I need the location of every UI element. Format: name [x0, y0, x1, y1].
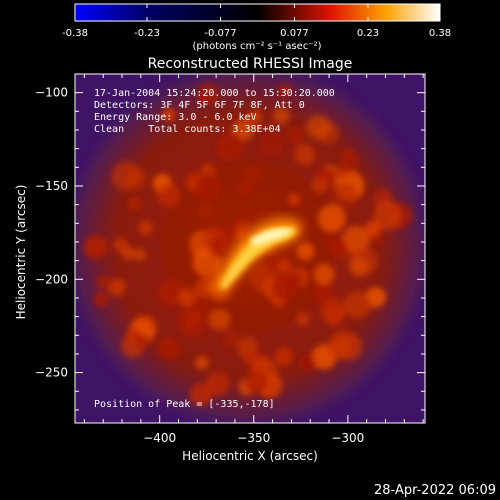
emission-blob [298, 354, 316, 372]
emission-blob [111, 161, 141, 191]
colorbar-tick-label: 0.38 [429, 28, 451, 39]
y-axis-ticks [75, 73, 425, 411]
emission-blob [222, 330, 240, 347]
emission-blob [313, 282, 333, 303]
annotation-energy-range: Energy Range: 3.0 - 6.0 keV [94, 112, 257, 123]
colorbar-units-label: (photons cm⁻² s⁻¹ asec⁻²) [192, 41, 321, 52]
flare-peak [250, 228, 292, 246]
emission-blob [296, 242, 315, 261]
emission-blob [329, 183, 358, 211]
y-axis-tick-labels: −100 −150 −200 −250 [35, 86, 68, 380]
emission-blob [96, 275, 111, 290]
emission-blob [232, 119, 254, 141]
emission-blob [275, 347, 293, 366]
emission-blob [348, 256, 369, 277]
emission-blob [177, 306, 207, 337]
x-axis-tick-labels: −400 −350 −300 [143, 431, 364, 445]
emission-blob [134, 248, 146, 261]
emission-blob [306, 114, 331, 140]
emission-blob [196, 82, 220, 106]
emission-blob [273, 107, 291, 125]
emission-blob [127, 197, 143, 212]
emission-blob [195, 356, 209, 370]
emission-blob [237, 179, 254, 197]
x-axis-label: Heliocentric X (arcsec) [182, 449, 318, 463]
emission-blob [327, 336, 351, 359]
footer-timestamp: 28-Apr-2022 06:09 [374, 483, 496, 498]
colorbar-tick-label: -0.23 [134, 28, 160, 39]
emission-blob [138, 220, 153, 235]
annotation-time-range: 17-Jan-2004 15:24:20.000 to 15:30:20.000 [94, 88, 335, 99]
chart-title: Reconstructed RHESSI Image [148, 56, 353, 72]
emission-blob [200, 163, 216, 179]
emission-blob [259, 131, 284, 157]
annotation-detectors: Detectors: 3F 4F 5F 6F 7F 8F, Att 0 [94, 100, 305, 111]
x-axis-ticks [83, 74, 424, 423]
emission-blob [157, 337, 180, 360]
emission-blob [317, 204, 346, 233]
emission-blob [209, 235, 232, 258]
x-tick-label: −300 [331, 431, 364, 445]
emission-blob [321, 298, 347, 324]
emission-blob [242, 350, 256, 364]
emission-blob [244, 370, 269, 394]
colorbar [74, 3, 441, 22]
y-tick-label: −250 [35, 366, 68, 380]
emission-blob [93, 292, 109, 308]
emission-blob [83, 235, 108, 260]
emission-blob [107, 278, 126, 297]
mottled-emission [83, 82, 413, 406]
emission-blob [178, 288, 196, 307]
emission-blob [162, 107, 177, 122]
y-axis-label: Heliocentric Y (arcsec) [14, 185, 28, 320]
emission-blob [215, 133, 244, 161]
emission-blob [278, 84, 293, 99]
emission-blob [276, 259, 292, 275]
colorbar-tick-label: 0.077 [280, 28, 309, 39]
colorbar-tick-label: 0.23 [357, 28, 379, 39]
emission-blob [233, 228, 247, 241]
emission-blob [248, 109, 263, 125]
colorbar-tick-label: -0.38 [62, 28, 88, 39]
emission-blob [340, 153, 359, 172]
emission-blob [271, 273, 299, 301]
emission-blob [157, 183, 181, 208]
emission-blob [364, 220, 382, 238]
emission-blob [197, 202, 214, 219]
y-tick-label: −200 [35, 272, 68, 286]
y-tick-label: −100 [35, 86, 68, 100]
emission-blob [288, 193, 301, 206]
y-tick-label: −150 [35, 179, 68, 193]
image-annotations: 17-Jan-2004 15:24:20.000 to 15:30:20.000… [94, 88, 335, 410]
emission-blob [189, 383, 213, 406]
colorbar-ticks [74, 4, 441, 21]
emission-blob [208, 308, 231, 331]
emission-blob [286, 127, 305, 145]
image-panel [75, 74, 425, 423]
plot-frame [74, 73, 426, 424]
emission-blob [113, 237, 128, 253]
emission-blob [294, 144, 315, 165]
emission-blob [311, 177, 328, 194]
emission-blob [243, 163, 262, 183]
emission-blob [373, 201, 403, 231]
emission-blob [342, 225, 370, 254]
x-tick-label: −400 [143, 431, 176, 445]
colorbar-tick-labels: -0.38 -0.23 -0.077 0.077 0.23 0.38 [62, 28, 451, 39]
annotation-peak-position: Position of Peak = [-335,-178] [94, 399, 275, 410]
emission-blob [195, 174, 222, 201]
emission-blob [296, 312, 311, 327]
colorbar-tick-label: -0.077 [204, 28, 236, 39]
emission-blob [205, 372, 230, 396]
x-tick-label: −350 [237, 431, 270, 445]
emission-blob [323, 231, 337, 245]
annotation-clean-counts: Clean Total counts: 3.38E+04 [94, 124, 281, 135]
emission-blob [313, 263, 335, 285]
emission-blob [194, 279, 213, 298]
emission-blob [134, 333, 150, 349]
flare-core [220, 227, 297, 290]
emission-blob [343, 291, 372, 319]
